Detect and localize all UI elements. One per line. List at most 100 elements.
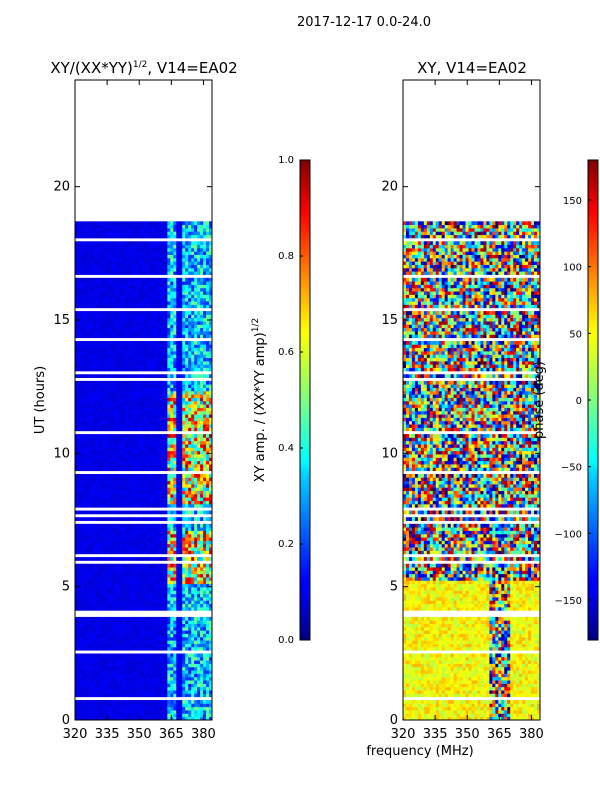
left-heatmap-cell [200, 540, 204, 545]
left-heatmap-cell [188, 700, 192, 704]
left-heatmap-cell [75, 716, 79, 720]
left-heatmap-cell [128, 673, 132, 678]
left-heatmap-cell [125, 633, 130, 638]
left-heatmap-cell [161, 410, 165, 415]
left-heatmap-cell [170, 510, 174, 515]
left-heatmap-cell [110, 630, 115, 634]
left-heatmap-cell [191, 523, 195, 528]
left-heatmap-cell [86, 407, 91, 412]
left-heatmap-cell [122, 374, 127, 378]
left-heatmap-cell [158, 437, 162, 442]
left-heatmap-cell [185, 580, 189, 585]
left-heatmap-cell [149, 656, 153, 661]
left-heatmap-cell [158, 420, 162, 425]
left-heatmap-cell [206, 690, 210, 694]
left-heatmap-cell [95, 350, 100, 355]
left-heatmap-cell [131, 600, 135, 605]
left-heatmap-cell [155, 364, 159, 368]
left-heatmap-cell [185, 447, 189, 452]
left-heatmap-cell [158, 533, 162, 538]
left-heatmap-cell [152, 533, 156, 538]
left-heatmap-cell [194, 410, 198, 415]
left-heatmap-cell [191, 700, 195, 704]
left-heatmap-cell [104, 543, 109, 548]
left-heatmap-cell [104, 324, 109, 329]
left-heatmap-cell [164, 593, 168, 598]
left-heatmap-cell [110, 573, 115, 578]
left-heatmap-cell [95, 690, 100, 694]
left-heatmap-cell [128, 563, 132, 568]
left-heatmap-cell [161, 636, 165, 641]
left-heatmap-cell [95, 626, 100, 631]
left-heatmap-cell [89, 397, 94, 402]
left-heatmap-cell [176, 597, 180, 601]
left-heatmap-cell [122, 414, 127, 418]
left-heatmap-cell [104, 447, 109, 452]
left-heatmap-cell [122, 483, 127, 488]
left-heatmap-cell [155, 460, 159, 465]
left-heatmap-cell [188, 350, 192, 355]
left-heatmap-cell [146, 683, 150, 688]
left-heatmap-cell [134, 663, 138, 668]
left-heatmap-cell [191, 480, 195, 485]
left-heatmap-cell [86, 580, 91, 585]
left-heatmap-cell [104, 394, 109, 398]
left-heatmap-cell [86, 417, 91, 422]
left-heatmap-cell [113, 686, 118, 691]
left-heatmap-cell [83, 480, 88, 485]
left-heatmap-cell [140, 324, 144, 329]
left-heatmap-cell [164, 690, 168, 694]
left-heatmap-cell [185, 706, 189, 711]
left-heatmap-cell [131, 656, 135, 661]
left-heatmap-cell [158, 447, 162, 452]
left-heatmap-cell [191, 660, 195, 664]
left-heatmap-cell [170, 703, 174, 708]
left-heatmap-cell [131, 311, 135, 315]
left-heatmap-cell [98, 570, 103, 575]
left-heatmap-cell [155, 334, 159, 339]
left-heatmap-cell [158, 473, 162, 478]
left-heatmap-cell [137, 493, 141, 498]
left-heatmap-cell [191, 646, 195, 651]
left-heatmap-cell [203, 347, 207, 352]
left-heatmap-cell [113, 420, 118, 425]
left-heatmap-cell [179, 680, 183, 684]
left-heatmap-cell [200, 633, 204, 638]
left-heatmap-cell [98, 626, 103, 631]
left-heatmap-cell [170, 424, 174, 428]
left-heatmap-cell [113, 680, 118, 684]
left-heatmap-cell [122, 341, 127, 345]
left-heatmap-cell [182, 693, 186, 698]
left-heatmap-cell [164, 380, 168, 385]
left-heatmap-cell [167, 444, 171, 448]
left-heatmap-cell [185, 690, 189, 694]
left-heatmap-cell [191, 444, 195, 448]
left-heatmap-cell [131, 434, 135, 438]
left-heatmap-cell [161, 633, 165, 638]
left-heatmap-cell [83, 523, 88, 528]
left-heatmap-cell [92, 380, 97, 385]
left-heatmap-cell [116, 633, 121, 638]
left-heatmap-cell [107, 570, 112, 575]
left-heatmap-cell [191, 563, 195, 568]
left-heatmap-cell [173, 517, 177, 521]
left-heatmap-cell [170, 587, 174, 591]
left-heatmap-cell [194, 394, 198, 398]
left-heatmap-cell [176, 670, 180, 674]
left-heatmap-cell [158, 676, 162, 681]
left-heatmap-cell [149, 384, 153, 388]
left-heatmap-cell [125, 473, 130, 478]
left-heatmap-cell [143, 467, 147, 472]
left-heatmap-cell [143, 450, 147, 455]
left-heatmap-cell [95, 563, 100, 568]
left-heatmap-cell [176, 570, 180, 575]
left-heatmap-cell [89, 354, 94, 359]
left-heatmap-cell [155, 557, 159, 561]
left-heatmap-cell [173, 686, 177, 691]
left-heatmap-cell [188, 483, 192, 488]
left-heatmap-cell [107, 327, 112, 332]
left-heatmap-cell [116, 710, 121, 714]
left-heatmap-cell [95, 693, 100, 698]
left-heatmap-cell [179, 573, 183, 578]
left-heatmap-cell [104, 670, 109, 674]
